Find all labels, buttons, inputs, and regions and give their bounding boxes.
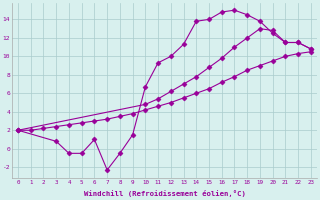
X-axis label: Windchill (Refroidissement éolien,°C): Windchill (Refroidissement éolien,°C) <box>84 190 245 197</box>
